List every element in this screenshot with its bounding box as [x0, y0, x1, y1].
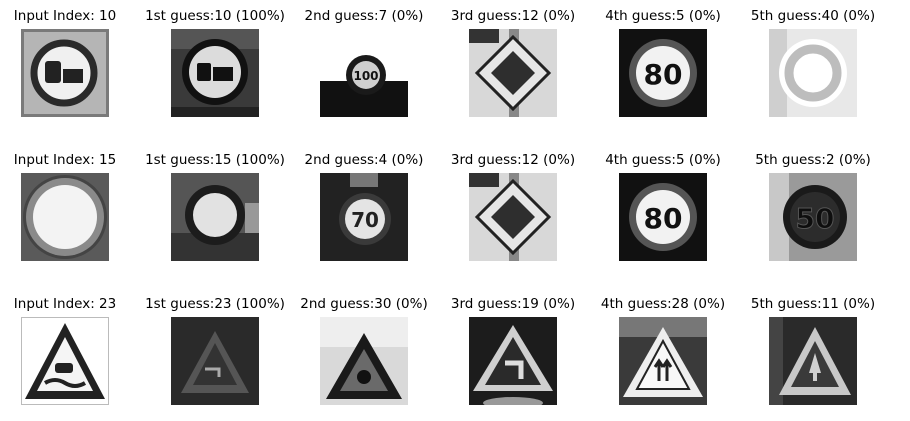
sign-image-no-trucks-overtaking: [21, 29, 109, 117]
grid-cell: 3rd guess:12 (0%): [438, 8, 588, 24]
sign-image-speed-limit: 100: [320, 29, 408, 117]
grid-cell: 5th guess:40 (0%): [738, 8, 888, 24]
sign-image-no-vehicles: [171, 173, 259, 261]
cell-title: 3rd guess:12 (0%): [450, 152, 576, 168]
sign-image-roundabout: [769, 29, 857, 117]
cell-title: 4th guess:5 (0%): [605, 8, 721, 24]
sign-image-no-trucks-overtaking: [171, 29, 259, 117]
grid-cell: 1st guess:15 (100%): [140, 152, 290, 168]
sign-image-speed-limit: 70: [320, 173, 408, 261]
cell-title: 4th guess:5 (0%): [605, 152, 721, 168]
sign-number: 50: [796, 202, 835, 235]
sign-image-speed-limit: 80: [619, 173, 707, 261]
cell-title: 2nd guess:30 (0%): [300, 296, 428, 312]
cell-title: 4th guess:28 (0%): [600, 296, 726, 312]
cell-title: 2nd guess:7 (0%): [304, 8, 424, 24]
grid-cell: 1st guess:10 (100%): [140, 8, 290, 24]
cell-title: 1st guess:10 (100%): [145, 8, 285, 24]
cell-title: 3rd guess:12 (0%): [450, 8, 576, 24]
sign-image-children-crossing: [619, 317, 707, 405]
cell-title: 3rd guess:19 (0%): [450, 296, 576, 312]
sign-number: 70: [351, 208, 379, 232]
cell-title: Input Index: 10: [13, 8, 117, 24]
cell-title: 5th guess:40 (0%): [750, 8, 876, 24]
sign-image-priority-road: [469, 173, 557, 261]
grid-cell: 1st guess:23 (100%): [140, 296, 290, 312]
grid-cell: 4th guess:5 (0%): [588, 8, 738, 24]
grid-cell: 3rd guess:19 (0%): [438, 296, 588, 312]
grid-cell: Input Index: 10: [0, 8, 140, 24]
sign-number: 100: [353, 69, 378, 83]
grid-cell: 4th guess:28 (0%): [588, 296, 738, 312]
sign-number: 80: [644, 58, 683, 91]
sign-number: 80: [644, 202, 683, 235]
grid-cell: 2nd guess:30 (0%): [289, 296, 439, 312]
sign-image-slippery-road: [21, 317, 109, 405]
grid-cell: 2nd guess:4 (0%): [289, 152, 439, 168]
cell-title: 5th guess:2 (0%): [755, 152, 871, 168]
sign-image-no-vehicles: [21, 173, 109, 261]
cell-title: Input Index: 15: [13, 152, 117, 168]
sign-image-speed-limit: 50: [769, 173, 857, 261]
cell-title: 5th guess:11 (0%): [750, 296, 876, 312]
grid-cell: 2nd guess:7 (0%): [289, 8, 439, 24]
cell-title: 1st guess:23 (100%): [145, 296, 285, 312]
sign-image-priority-road: [469, 29, 557, 117]
grid-cell: 4th guess:5 (0%): [588, 152, 738, 168]
sign-image-dangerous-curve: [469, 317, 557, 405]
cell-title: Input Index: 23: [13, 296, 117, 312]
grid-cell: Input Index: 23: [0, 296, 140, 312]
cell-title: 1st guess:15 (100%): [145, 152, 285, 168]
cell-title: 2nd guess:4 (0%): [304, 152, 424, 168]
sign-image-slippery-road: [171, 317, 259, 405]
grid-cell: 3rd guess:12 (0%): [438, 152, 588, 168]
sign-image-ice-snow: [320, 317, 408, 405]
grid-cell: 5th guess:11 (0%): [738, 296, 888, 312]
sign-image-right-of-way: [769, 317, 857, 405]
sign-image-speed-limit: 80: [619, 29, 707, 117]
grid-cell: Input Index: 15: [0, 152, 140, 168]
grid-cell: 5th guess:2 (0%): [738, 152, 888, 168]
